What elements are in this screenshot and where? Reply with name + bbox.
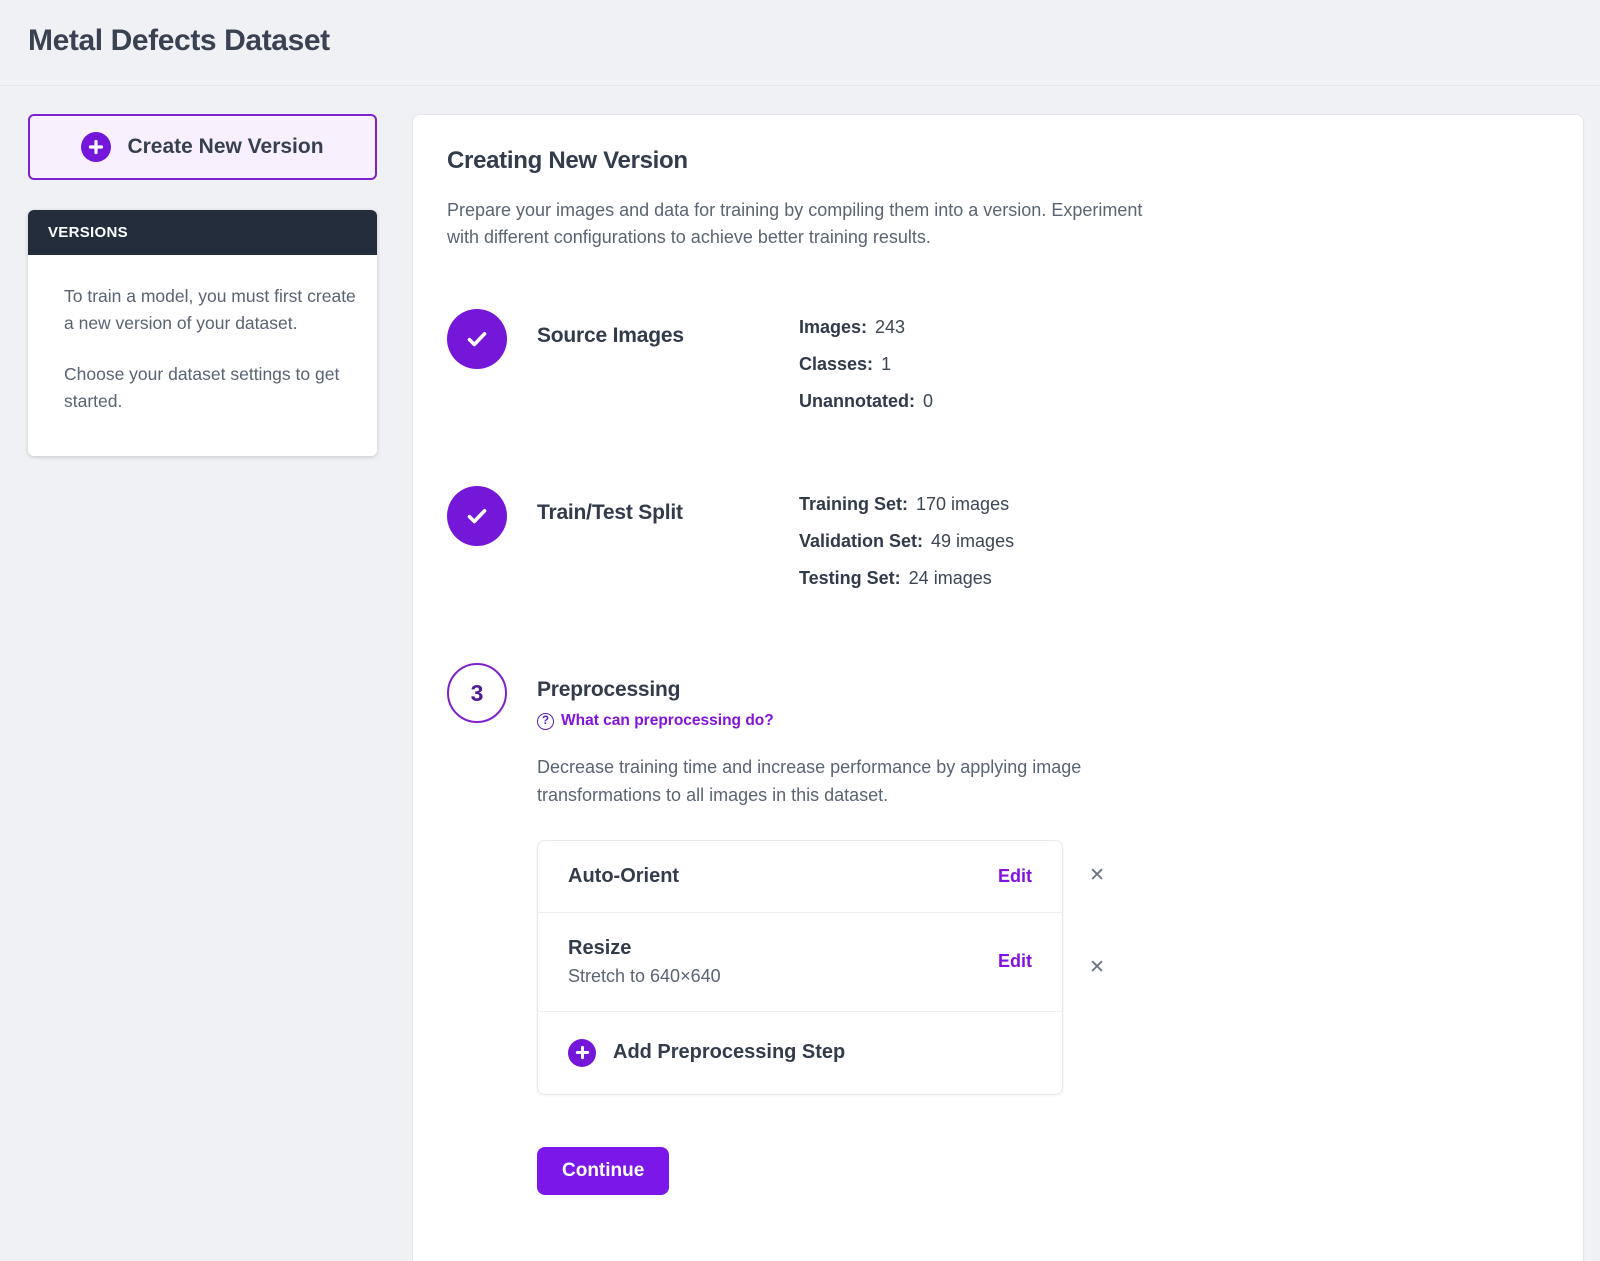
question-circle-icon: ? <box>537 712 554 730</box>
content-area: Create New Version VERSIONS To train a m… <box>0 86 1600 1261</box>
step-detail: Stretch to 640×640 <box>568 965 721 986</box>
step-source-images: Source Images Images: 243 Classes: 1 Unann… <box>447 309 1549 428</box>
step-name: Resize <box>568 936 632 959</box>
source-images-stats: Images: 243 Classes: 1 Unannotated: 0 <box>799 309 933 428</box>
check-icon <box>467 332 487 347</box>
step-train-test-split-label: Train/Test Split <box>537 501 683 524</box>
preprocessing-help-link-label: What can preprocessing do? <box>561 712 774 729</box>
preprocessing-step-resize: Resize Stretch to 640×640 Edit <box>538 913 1062 1012</box>
edit-resize-button[interactable]: Edit <box>998 951 1032 972</box>
add-preprocessing-step-label: Add Preprocessing Step <box>613 1041 846 1064</box>
stat-unannotated: Unannotated: 0 <box>799 391 934 411</box>
stat-testing-set: Testing Set: 24 images <box>799 568 992 588</box>
add-preprocessing-step-button[interactable]: Add Preprocessing Step <box>538 1012 1062 1094</box>
remove-resize-button close-icon[interactable]: ✕ <box>1089 956 1105 978</box>
preprocessing-step-auto-orient: Auto-Orient Edit <box>538 841 1062 913</box>
versions-info-text-1: To train a model, you must first create … <box>64 286 356 334</box>
train-test-split-stats: Training Set: 170 images Validation Set: 4… <box>799 486 1014 605</box>
versions-info-text-2: Choose your dataset settings to get star… <box>64 364 340 412</box>
preprocessing-steps-list: Auto-Orient Edit Resize Stretch to 640×6… <box>537 839 1105 1095</box>
step-train-test-split: Train/Test Split Training Set: 170 images… <box>447 486 1549 605</box>
remove-auto-orient-button close-icon[interactable]: ✕ <box>1089 864 1105 886</box>
step-preprocessing: 3 Preprocessing ? What can preprocessing… <box>447 663 1549 1195</box>
step-complete-badge <box>447 309 507 369</box>
step-source-images-label: Source Images <box>537 324 684 347</box>
plus-icon <box>568 1038 596 1067</box>
versions-panel-header: VERSIONS <box>28 210 377 255</box>
versions-panel-body: To train a model, you must first create … <box>28 255 377 456</box>
step-complete-badge <box>447 486 507 546</box>
stat-classes: Classes: 1 <box>799 354 892 374</box>
page-title: Metal Defects Dataset <box>28 24 330 57</box>
preprocessing-description: Decrease training time and increase perf… <box>537 757 1082 805</box>
step-preprocessing-label: Preprocessing <box>537 678 681 701</box>
create-new-version-label: Create New Version <box>127 135 324 158</box>
stat-validation-set: Validation Set: 49 images <box>799 531 1015 551</box>
create-new-version-button[interactable]: Create New Version <box>28 114 377 180</box>
continue-button[interactable]: Continue <box>537 1146 670 1195</box>
step-number-badge: 3 <box>447 663 507 723</box>
step-name: Auto-Orient <box>568 864 680 887</box>
check-icon <box>467 509 487 524</box>
sidebar: Create New Version VERSIONS To train a m… <box>28 114 377 456</box>
page-header: Metal Defects Dataset <box>0 0 1600 86</box>
stat-training-set: Training Set: 170 images <box>799 494 1010 514</box>
panel-title: Creating New Version <box>447 147 688 174</box>
stat-images: Images: 243 <box>799 317 906 337</box>
preprocessing-help-link[interactable]: ? What can preprocessing do? <box>537 712 774 730</box>
versions-panel: VERSIONS To train a model, you must firs… <box>28 210 377 456</box>
plus-icon <box>81 132 112 162</box>
panel-subtitle: Prepare your images and data for trainin… <box>447 200 1143 247</box>
creating-new-version-panel: Creating New Version Prepare your images… <box>412 114 1584 1261</box>
edit-auto-orient-button[interactable]: Edit <box>998 865 1032 886</box>
